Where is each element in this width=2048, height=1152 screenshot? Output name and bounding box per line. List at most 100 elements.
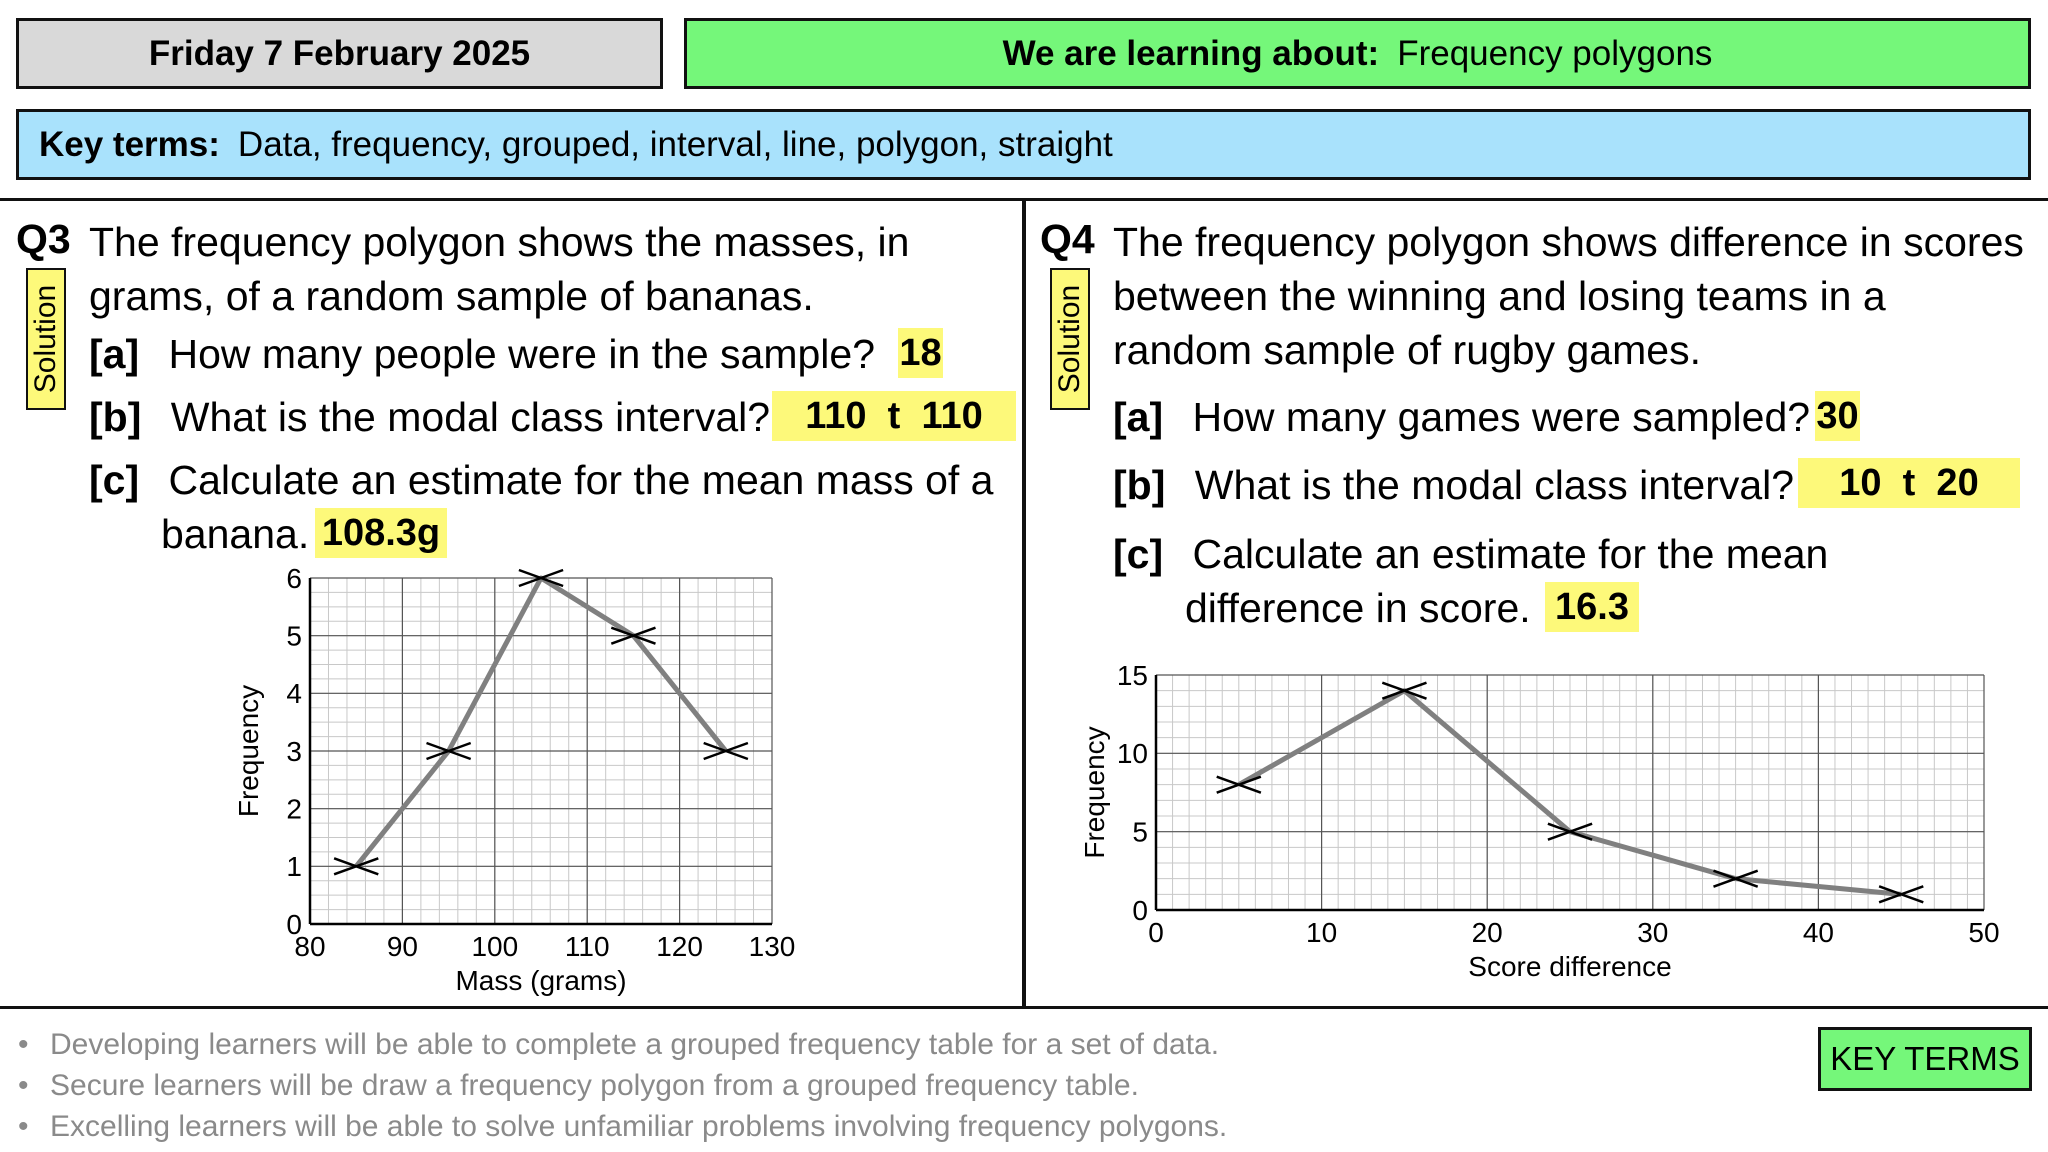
x-tick-label: 40 bbox=[1803, 917, 1834, 948]
learning-label: We are learning about: bbox=[1002, 33, 1380, 73]
q3-number: Q3 bbox=[16, 216, 71, 262]
q3-c-line2: banana. bbox=[161, 511, 310, 557]
q4-c-answer: 16.3 bbox=[1545, 582, 1639, 632]
y-tick-label: 5 bbox=[286, 620, 302, 651]
success-criteria-excelling: Excelling learners will be able to solve… bbox=[16, 1106, 1227, 1147]
data-point-marker bbox=[1381, 681, 1427, 700]
marker-stroke bbox=[1713, 869, 1759, 888]
key-terms-button-label: KEY TERMS bbox=[1830, 1040, 2020, 1077]
x-tick-label: 110 bbox=[565, 931, 610, 962]
x-tick-label: 50 bbox=[1968, 917, 1999, 948]
data-point-marker bbox=[1216, 775, 1262, 794]
marker-stroke bbox=[610, 626, 656, 645]
key-terms-list: Data, frequency, grouped, interval, line… bbox=[237, 124, 1113, 164]
q4-part-b: [b] What is the modal class interval? bbox=[1113, 458, 1794, 512]
q4-a-answer: 30 bbox=[1815, 391, 1860, 441]
q4-prompt-line1: The frequency polygon shows difference i… bbox=[1113, 219, 2024, 265]
y-tick-label: 2 bbox=[286, 793, 302, 824]
success-criteria-developing: Developing learners will be able to comp… bbox=[16, 1024, 1227, 1065]
q4-b-text: What is the modal class interval? bbox=[1194, 462, 1795, 508]
marker-stroke bbox=[1381, 681, 1427, 700]
x-axis-label: Score difference bbox=[1468, 951, 1671, 982]
x-tick-label: 130 bbox=[749, 931, 796, 962]
learning-topic: Frequency polygons bbox=[1397, 33, 1713, 73]
q3-a-answer-text: 18 bbox=[899, 331, 942, 374]
q4-c-text-line1: Calculate an estimate for the mean bbox=[1192, 531, 1829, 577]
marker-stroke bbox=[426, 741, 472, 761]
date-banner: Friday 7 February 2025 bbox=[16, 18, 663, 89]
q4-solution-tab[interactable]: Solution bbox=[1050, 268, 1090, 410]
data-point-marker bbox=[426, 741, 472, 761]
q4-solution-label: Solution bbox=[1053, 284, 1086, 394]
q4-c-answer-text: 16.3 bbox=[1555, 585, 1629, 628]
data-point-marker bbox=[1713, 869, 1759, 888]
y-axis-label: Frequency bbox=[233, 685, 264, 817]
q4-number: Q4 bbox=[1040, 216, 1095, 262]
learning-objective-banner: We are learning about: Frequency polygon… bbox=[684, 18, 2031, 89]
q3-b-tag: [b] bbox=[89, 394, 142, 440]
success-criteria-list: Developing learners will be able to comp… bbox=[16, 1024, 1227, 1147]
q4-a-answer-text: 30 bbox=[1816, 394, 1859, 437]
x-tick-label: 20 bbox=[1472, 917, 1503, 948]
q4-b-answer-text: 10 t 20 bbox=[1839, 461, 1979, 504]
q3-frequency-polygon-chart: 80 90 100 110 120 130 0 1 2 3 4 5 6 Mass (grams) Frequ… bbox=[233, 563, 796, 996]
q4-a-tag: [a] bbox=[1113, 394, 1164, 440]
q4-a-text: How many games were sampled? bbox=[1192, 394, 1811, 440]
q4-prompt-line3: random sample of rugby games. bbox=[1113, 327, 1701, 373]
q3-b-text: What is the modal class interval? bbox=[170, 394, 771, 440]
y-tick-label: 10 bbox=[1117, 738, 1148, 769]
q3-c-tag: [c] bbox=[89, 457, 140, 503]
q3-a-text: How many people were in the sample? bbox=[168, 331, 876, 377]
marker-stroke bbox=[1216, 775, 1262, 794]
q4-b-tag: [b] bbox=[1113, 462, 1166, 508]
q4-c-tag: [c] bbox=[1113, 531, 1164, 577]
y-axis-label: Frequency bbox=[1079, 726, 1110, 858]
marker-stroke bbox=[1878, 885, 1924, 904]
q3-c-answer-text: 108.3g bbox=[321, 511, 441, 554]
q3-part-c: [c] Calculate an estimate for the mean m… bbox=[89, 453, 993, 507]
data-point-marker bbox=[333, 857, 379, 876]
marker-stroke bbox=[518, 568, 564, 588]
q3-prompt-line2: grams, of a random sample of bananas. bbox=[89, 273, 814, 319]
x-tick-label: 30 bbox=[1637, 917, 1668, 948]
date-text: Friday 7 February 2025 bbox=[148, 33, 531, 73]
x-tick-label: 10 bbox=[1306, 917, 1337, 948]
marker-stroke bbox=[333, 857, 379, 876]
bottom-divider bbox=[0, 1006, 2048, 1009]
q4-prompt-line2: between the winning and losing teams in … bbox=[1113, 273, 1886, 319]
y-tick-label: 6 bbox=[286, 563, 302, 594]
data-point-marker bbox=[1878, 885, 1924, 904]
q3-a-tag: [a] bbox=[89, 331, 140, 377]
x-tick-label: 80 bbox=[294, 931, 325, 962]
marker-stroke bbox=[1547, 822, 1593, 841]
data-point-marker bbox=[703, 741, 749, 761]
q3-solution-tab[interactable]: Solution bbox=[26, 268, 66, 410]
key-terms-label: Key terms: bbox=[39, 124, 220, 164]
data-point-marker bbox=[1547, 822, 1593, 841]
q3-b-answer: 110 t 110 bbox=[772, 391, 1016, 441]
y-tick-label: 4 bbox=[286, 678, 302, 709]
q3-c-text-line1: Calculate an estimate for the mean mass … bbox=[168, 457, 994, 503]
q3-solution-label: Solution bbox=[29, 284, 62, 394]
x-tick-label: 90 bbox=[387, 931, 418, 962]
q4-prompt: The frequency polygon shows difference i… bbox=[1113, 215, 2024, 377]
y-tick-label: 15 bbox=[1117, 660, 1148, 691]
q3-b-answer-text: 110 t 110 bbox=[805, 394, 983, 437]
key-terms-button[interactable]: KEY TERMS bbox=[1818, 1027, 2032, 1091]
data-point-marker bbox=[610, 626, 656, 645]
marker-stroke bbox=[703, 741, 749, 761]
q4-part-a: [a] How many games were sampled? bbox=[1113, 390, 1810, 444]
q3-prompt: The frequency polygon shows the masses, … bbox=[89, 215, 909, 323]
x-axis-label: Mass (grams) bbox=[455, 965, 626, 996]
key-terms-banner: Key terms: Data, frequency, grouped, int… bbox=[16, 109, 2031, 180]
q3-a-answer: 18 bbox=[898, 328, 943, 378]
q4-frequency-polygon-chart: 0 10 20 30 40 50 0 5 10 15 Score difference Frequen… bbox=[1079, 660, 2000, 982]
x-tick-label: 0 bbox=[1148, 917, 1164, 948]
q4-b-answer: 10 t 20 bbox=[1798, 458, 2020, 508]
success-criteria-secure: Secure learners will be draw a frequency… bbox=[16, 1065, 1227, 1106]
y-tick-label: 5 bbox=[1132, 816, 1148, 847]
x-tick-label: 120 bbox=[656, 931, 703, 962]
center-divider bbox=[1022, 198, 1026, 1008]
y-tick-label: 0 bbox=[1132, 895, 1148, 926]
q3-c-answer: 108.3g bbox=[315, 508, 447, 558]
